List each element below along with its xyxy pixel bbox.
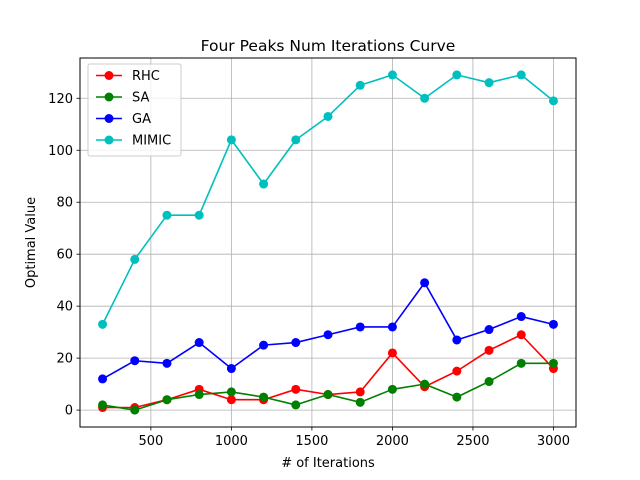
y-tick-label: 100 xyxy=(48,144,73,159)
data-point-sa xyxy=(516,358,526,368)
data-point-sa xyxy=(484,377,494,387)
y-axis-label: Optimal Value xyxy=(24,197,39,288)
legend-label-mimic: MIMIC xyxy=(132,134,171,149)
grid xyxy=(80,58,576,427)
data-point-ga xyxy=(323,330,333,340)
data-point-rhc xyxy=(355,387,365,397)
legend-label-rhc: RHC xyxy=(132,69,160,84)
series-layer xyxy=(98,70,558,415)
data-point-rhc xyxy=(226,395,236,405)
legend-marker-rhc xyxy=(104,71,114,80)
data-point-rhc xyxy=(484,345,494,355)
data-point-ga xyxy=(420,278,430,288)
legend-marker-sa xyxy=(104,92,114,102)
legend-marker-mimic xyxy=(104,135,114,145)
data-point-ga xyxy=(548,319,558,329)
data-point-sa xyxy=(259,392,269,402)
data-point-rhc xyxy=(516,330,526,340)
data-point-mimic xyxy=(162,210,172,220)
data-point-mimic xyxy=(516,70,526,80)
data-point-sa xyxy=(130,405,140,415)
data-point-ga xyxy=(452,335,462,345)
data-point-sa xyxy=(420,379,430,389)
data-point-mimic xyxy=(130,254,140,264)
y-tick-label: 120 xyxy=(48,92,73,107)
data-point-sa xyxy=(98,400,108,410)
data-point-mimic xyxy=(291,135,301,145)
legend-marker-ga xyxy=(104,114,114,123)
y-tick-label: 80 xyxy=(56,196,73,211)
data-point-mimic xyxy=(194,210,204,220)
data-point-ga xyxy=(162,358,172,368)
data-point-ga xyxy=(387,322,397,332)
x-tick-label: 500 xyxy=(138,434,163,449)
data-point-sa xyxy=(548,358,558,368)
data-point-rhc xyxy=(387,348,397,358)
data-point-sa xyxy=(194,390,204,400)
y-tick-label: 40 xyxy=(56,300,73,315)
chart-title: Four Peaks Num Iterations Curve xyxy=(201,37,456,55)
data-point-mimic xyxy=(420,93,430,103)
series-mimic xyxy=(98,70,558,329)
x-tick-label: 3000 xyxy=(537,434,570,449)
data-point-mimic xyxy=(259,179,269,189)
series-ga xyxy=(98,278,558,384)
x-tick-label: 1500 xyxy=(295,434,328,449)
legend-label-sa: SA xyxy=(132,91,149,106)
x-tick-label: 2500 xyxy=(456,434,489,449)
data-point-sa xyxy=(387,384,397,394)
data-point-mimic xyxy=(323,111,333,121)
y-tick-label: 60 xyxy=(56,248,73,263)
y-tick-label: 0 xyxy=(65,404,73,419)
data-point-mimic xyxy=(355,80,365,90)
data-point-rhc xyxy=(291,384,301,394)
data-point-ga xyxy=(130,356,140,366)
data-point-ga xyxy=(516,312,526,322)
x-tick-label: 1000 xyxy=(215,434,248,449)
legend-box xyxy=(87,63,182,157)
data-point-sa xyxy=(291,400,301,410)
plot-frame xyxy=(79,57,577,428)
data-point-sa xyxy=(355,397,365,407)
data-point-ga xyxy=(291,338,301,348)
data-point-ga xyxy=(484,325,494,335)
data-point-sa xyxy=(323,390,333,400)
data-point-mimic xyxy=(548,96,558,106)
data-point-mimic xyxy=(98,319,108,329)
data-point-mimic xyxy=(226,135,236,145)
data-point-ga xyxy=(226,364,236,374)
legend-label-ga: GA xyxy=(132,112,151,127)
ticks: 500 1000 1500 2000 2500 3000 0 20 40 60 80 100 120 xyxy=(48,92,570,449)
data-point-mimic xyxy=(452,70,462,80)
data-point-sa xyxy=(226,387,236,397)
x-axis-label: # of Iterations xyxy=(281,456,375,471)
data-point-rhc xyxy=(452,366,462,376)
x-tick-label: 2000 xyxy=(376,434,409,449)
series-sa xyxy=(98,358,558,415)
data-point-sa xyxy=(452,392,462,402)
data-point-mimic xyxy=(387,70,397,80)
y-tick-label: 20 xyxy=(56,352,73,367)
legend: RHC SA GA MIMIC xyxy=(87,63,182,157)
data-point-ga xyxy=(259,340,269,350)
data-point-mimic xyxy=(484,78,494,88)
data-point-ga xyxy=(194,338,204,348)
data-point-ga xyxy=(355,322,365,332)
data-point-sa xyxy=(162,395,172,405)
data-point-ga xyxy=(98,374,108,384)
